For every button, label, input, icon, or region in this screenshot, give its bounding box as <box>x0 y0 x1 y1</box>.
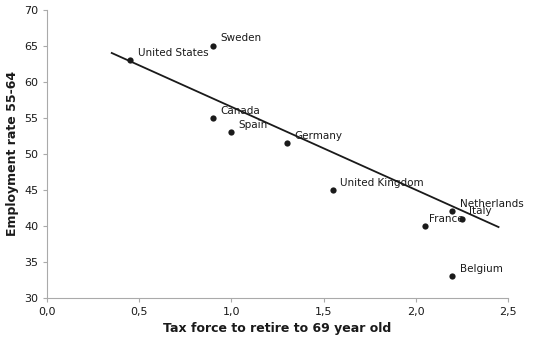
X-axis label: Tax force to retire to 69 year old: Tax force to retire to 69 year old <box>163 323 391 336</box>
Text: France: France <box>428 213 463 224</box>
Text: Germany: Germany <box>294 131 342 141</box>
Point <box>227 129 235 135</box>
Text: Spain: Spain <box>239 120 268 130</box>
Point <box>209 43 217 48</box>
Point <box>282 140 291 146</box>
Point <box>209 115 217 120</box>
Y-axis label: Employment rate 55-64: Employment rate 55-64 <box>5 71 19 236</box>
Point <box>448 209 457 214</box>
Text: United States: United States <box>138 48 208 58</box>
Text: Sweden: Sweden <box>221 33 262 43</box>
Point <box>421 223 429 228</box>
Text: United Kingdom: United Kingdom <box>340 178 424 188</box>
Text: Belgium: Belgium <box>460 264 502 274</box>
Point <box>328 187 337 192</box>
Text: Italy: Italy <box>469 206 492 217</box>
Point <box>458 216 466 221</box>
Text: Netherlands: Netherlands <box>460 199 524 209</box>
Point <box>448 273 457 279</box>
Point <box>126 57 135 63</box>
Text: Canada: Canada <box>221 105 260 116</box>
